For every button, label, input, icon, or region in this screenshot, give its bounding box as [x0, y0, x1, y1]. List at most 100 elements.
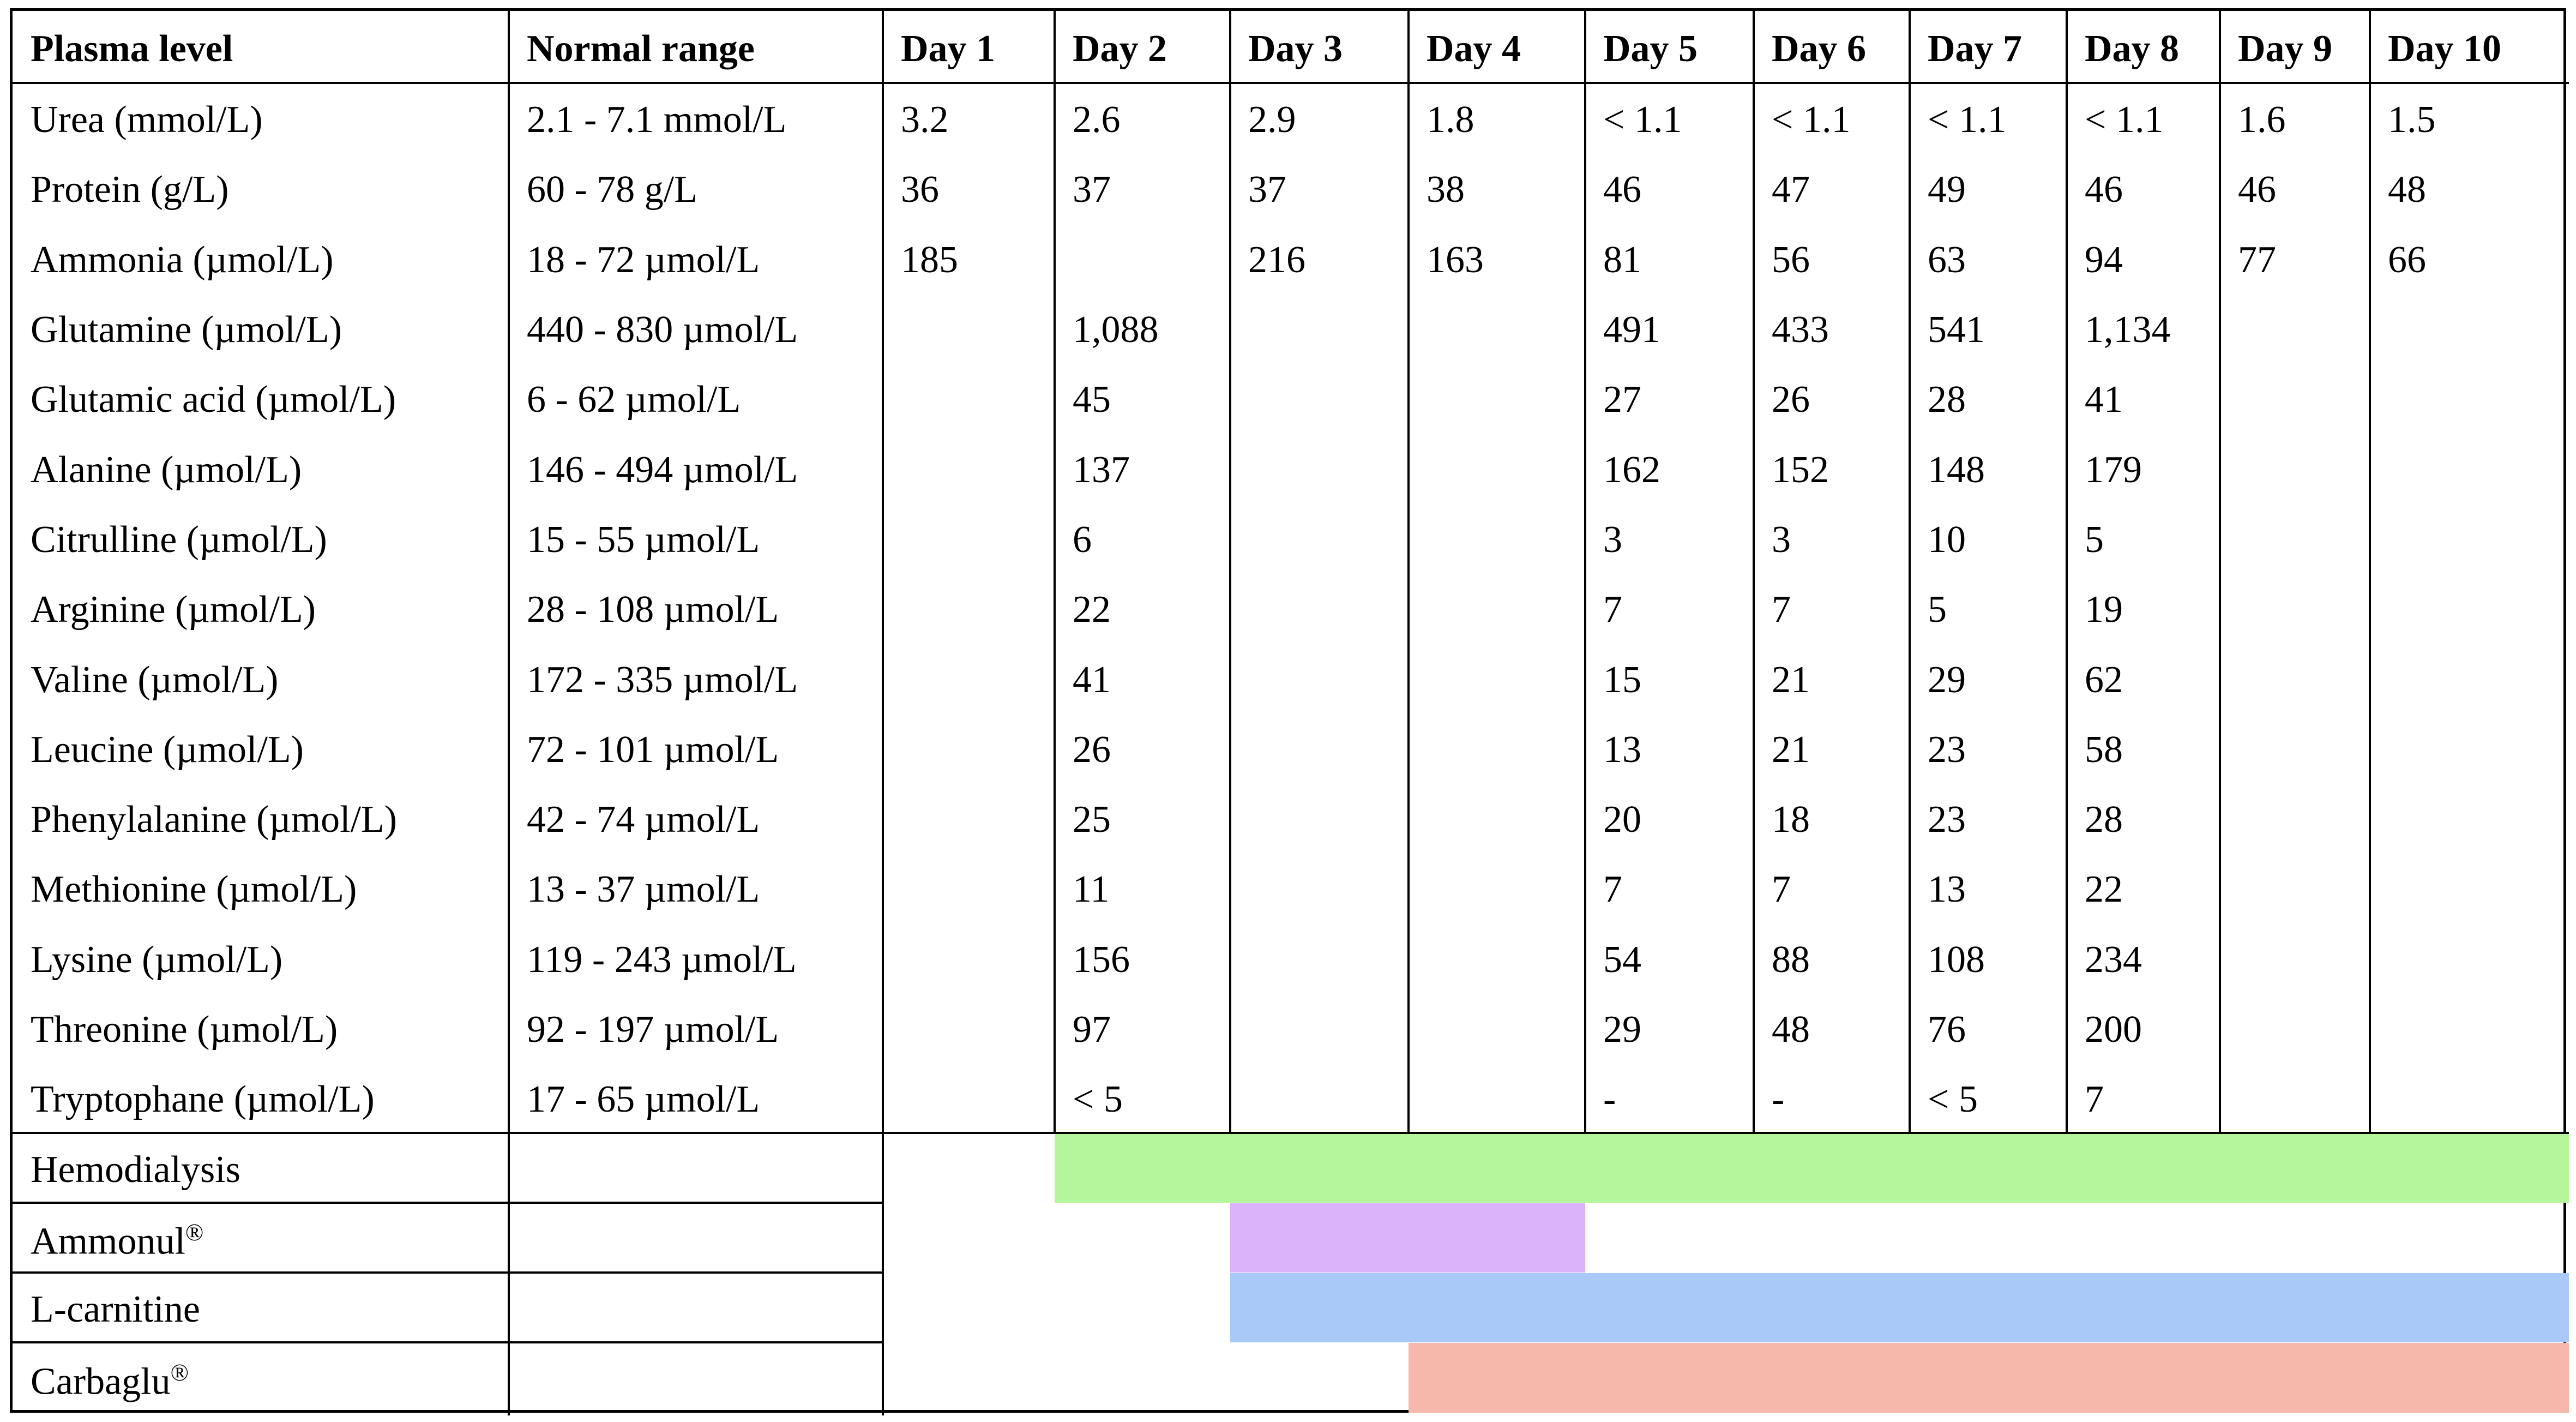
header-day-3: Day 3 — [1248, 28, 1343, 70]
row-label: Tryptophane (µmol/L) — [31, 1078, 375, 1121]
divider-day-column — [2219, 11, 2221, 1133]
value-cell-day-7: 10 — [1928, 518, 1966, 561]
value-cell-day-5: 15 — [1603, 658, 1641, 701]
value-cell-day-8: 19 — [2085, 589, 2123, 631]
value-cell-day-2: 22 — [1073, 589, 1111, 631]
value-cell-day-6: 21 — [1772, 658, 1810, 701]
value-cell-day-8: 234 — [2085, 938, 2142, 981]
value-cell-day-8: 58 — [2085, 728, 2123, 771]
value-cell-day-5: 46 — [1603, 169, 1641, 211]
value-cell-day-1: 36 — [901, 169, 939, 211]
value-cell-day-2: 41 — [1073, 658, 1111, 701]
value-cell-day-2: 137 — [1073, 448, 1130, 491]
divider-treatment-row — [13, 1201, 883, 1204]
value-cell-day-1: 185 — [901, 238, 958, 281]
value-cell-day-9: 1.6 — [2238, 99, 2286, 141]
value-cell-day-8: 179 — [2085, 448, 2142, 491]
header-day-2: Day 2 — [1073, 28, 1167, 70]
header-normal-range: Normal range — [527, 28, 755, 70]
value-cell-day-10: 1.5 — [2388, 99, 2436, 141]
normal-range-cell: 6 - 62 µmol/L — [527, 379, 741, 421]
row-label: Phenylalanine (µmol/L) — [31, 799, 398, 841]
value-cell-day-2: 2.6 — [1073, 99, 1121, 141]
treatment-bar-l-carnitine — [1230, 1273, 2569, 1343]
value-cell-day-5: 7 — [1603, 868, 1622, 911]
value-cell-day-10: 66 — [2388, 238, 2426, 281]
header-day-8: Day 8 — [2085, 28, 2180, 70]
value-cell-day-4: 163 — [1427, 238, 1484, 281]
value-cell-day-8: 200 — [2085, 1009, 2142, 1051]
row-label: Alanine (µmol/L) — [31, 448, 302, 491]
value-cell-day-8: 7 — [2085, 1078, 2104, 1121]
row-label: Leucine (µmol/L) — [31, 728, 304, 771]
value-cell-day-6: 18 — [1772, 799, 1810, 841]
divider-day-column — [1229, 11, 1231, 1133]
value-cell-day-7: 5 — [1928, 589, 1947, 631]
value-cell-day-2: < 5 — [1073, 1078, 1123, 1121]
row-label: Protein (g/L) — [31, 169, 229, 211]
value-cell-day-8: 22 — [2085, 868, 2123, 911]
value-cell-day-5: 7 — [1603, 589, 1622, 631]
value-cell-day-7: 23 — [1928, 799, 1966, 841]
row-label: Glutamic acid (µmol/L) — [31, 379, 396, 421]
normal-range-cell: 18 - 72 µmol/L — [527, 238, 760, 281]
value-cell-day-6: 56 — [1772, 238, 1810, 281]
value-cell-day-5: 29 — [1603, 1009, 1641, 1051]
divider-day-column — [2369, 11, 2371, 1133]
value-cell-day-8: < 1.1 — [2085, 99, 2164, 141]
divider-header — [13, 82, 2569, 84]
value-cell-day-6: 47 — [1772, 169, 1810, 211]
divider-treatment-row — [13, 1271, 883, 1274]
value-cell-day-8: 5 — [2085, 518, 2104, 561]
header-day-9: Day 9 — [2238, 28, 2333, 70]
registered-mark: ® — [170, 1359, 189, 1386]
value-cell-day-5: 20 — [1603, 799, 1641, 841]
normal-range-cell: 440 - 830 µmol/L — [527, 309, 798, 351]
value-cell-day-7: < 1.1 — [1928, 99, 2007, 141]
divider-day-column — [1584, 11, 1586, 1133]
divider-treatments — [13, 1131, 2569, 1134]
value-cell-day-8: 62 — [2085, 658, 2123, 701]
lab-values-table: Plasma level Normal range Day 1 Day 2 Day 3 D… — [10, 8, 2569, 1415]
value-cell-day-7: 13 — [1928, 868, 1966, 911]
treatment-label: Carbaglu® — [31, 1359, 189, 1401]
normal-range-cell: 72 - 101 µmol/L — [527, 728, 779, 771]
header-day-7: Day 7 — [1928, 28, 2023, 70]
value-cell-day-5: 27 — [1603, 379, 1641, 421]
value-cell-day-2: 25 — [1073, 799, 1111, 841]
value-cell-day-2: 37 — [1073, 169, 1111, 211]
value-cell-day-7: 49 — [1928, 169, 1966, 211]
value-cell-day-8: 94 — [2085, 238, 2123, 281]
row-label: Lysine (µmol/L) — [31, 938, 283, 981]
value-cell-day-5: 162 — [1603, 448, 1660, 491]
value-cell-day-8: 28 — [2085, 799, 2123, 841]
normal-range-cell: 172 - 335 µmol/L — [527, 658, 798, 701]
value-cell-day-7: 63 — [1928, 238, 1966, 281]
value-cell-day-9: 46 — [2238, 169, 2276, 211]
divider-day-column — [1407, 11, 1410, 1133]
row-label: Citrulline (µmol/L) — [31, 518, 327, 561]
value-cell-day-7: 28 — [1928, 379, 1966, 421]
value-cell-day-6: 433 — [1772, 309, 1829, 351]
value-cell-day-7: 108 — [1928, 938, 1985, 981]
treatment-label: Hemodialysis — [31, 1148, 240, 1191]
value-cell-day-3: 216 — [1248, 238, 1305, 281]
registered-mark: ® — [185, 1219, 204, 1246]
row-label: Ammonia (µmol/L) — [31, 238, 334, 281]
divider-day-column — [1753, 11, 1755, 1133]
value-cell-day-2: 1,088 — [1073, 309, 1159, 351]
row-label: Urea (mmol/L) — [31, 99, 263, 141]
value-cell-day-5: 81 — [1603, 238, 1641, 281]
header-day-1: Day 1 — [901, 28, 996, 70]
normal-range-cell: 42 - 74 µmol/L — [527, 799, 760, 841]
treatment-name: Hemodialysis — [31, 1148, 240, 1191]
normal-range-cell: 60 - 78 g/L — [527, 169, 698, 211]
value-cell-day-9: 77 — [2238, 238, 2276, 281]
header-day-10: Day 10 — [2388, 28, 2502, 70]
header-day-6: Day 6 — [1772, 28, 1867, 70]
normal-range-cell: 119 - 243 µmol/L — [527, 938, 797, 981]
row-label: Threonine (µmol/L) — [31, 1009, 338, 1051]
normal-range-cell: 92 - 197 µmol/L — [527, 1009, 779, 1051]
divider-name-range — [508, 11, 510, 1415]
value-cell-day-7: 29 — [1928, 658, 1966, 701]
